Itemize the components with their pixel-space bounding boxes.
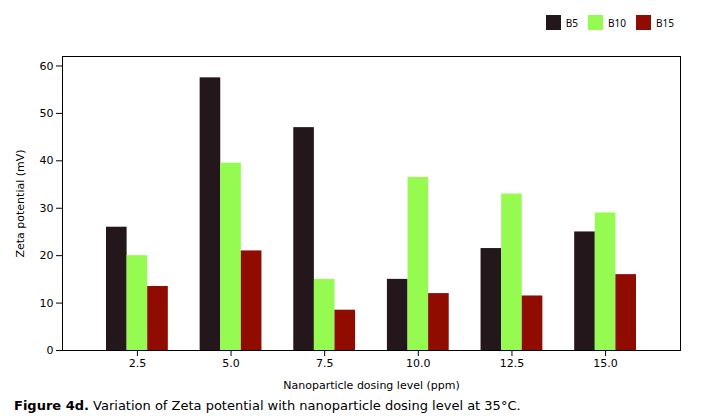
svg-text:30: 30 [40, 202, 54, 215]
html-text:B5: B5 [565, 15, 579, 30]
svg-text:10.0: 10.0 [406, 357, 431, 370]
svg-text:60: 60 [40, 60, 54, 73]
svg-text:50: 50 [40, 107, 54, 120]
html-text:Figure 4d. Variation of Zeta p: Figure 4d. Variation of Zeta potential w… [14, 398, 521, 413]
svg-text:0: 0 [47, 344, 54, 357]
html-text:B10: B10 [608, 15, 626, 30]
html-text:B15: B15 [656, 15, 674, 30]
svg-text:10: 10 [40, 297, 54, 310]
svg-text:Zeta potential (mV): Zeta potential (mV) [14, 149, 27, 257]
svg-text:7.5: 7.5 [316, 357, 334, 370]
svg-text:40: 40 [40, 154, 54, 167]
svg-text:Nanoparticle dosing level (ppm: Nanoparticle dosing level (ppm) [283, 379, 460, 392]
svg-text:20: 20 [40, 249, 54, 262]
svg-text:15.0: 15.0 [593, 357, 618, 370]
svg-text:2.5: 2.5 [129, 357, 147, 370]
svg-text:12.5: 12.5 [500, 357, 525, 370]
svg-text:5.0: 5.0 [222, 357, 240, 370]
